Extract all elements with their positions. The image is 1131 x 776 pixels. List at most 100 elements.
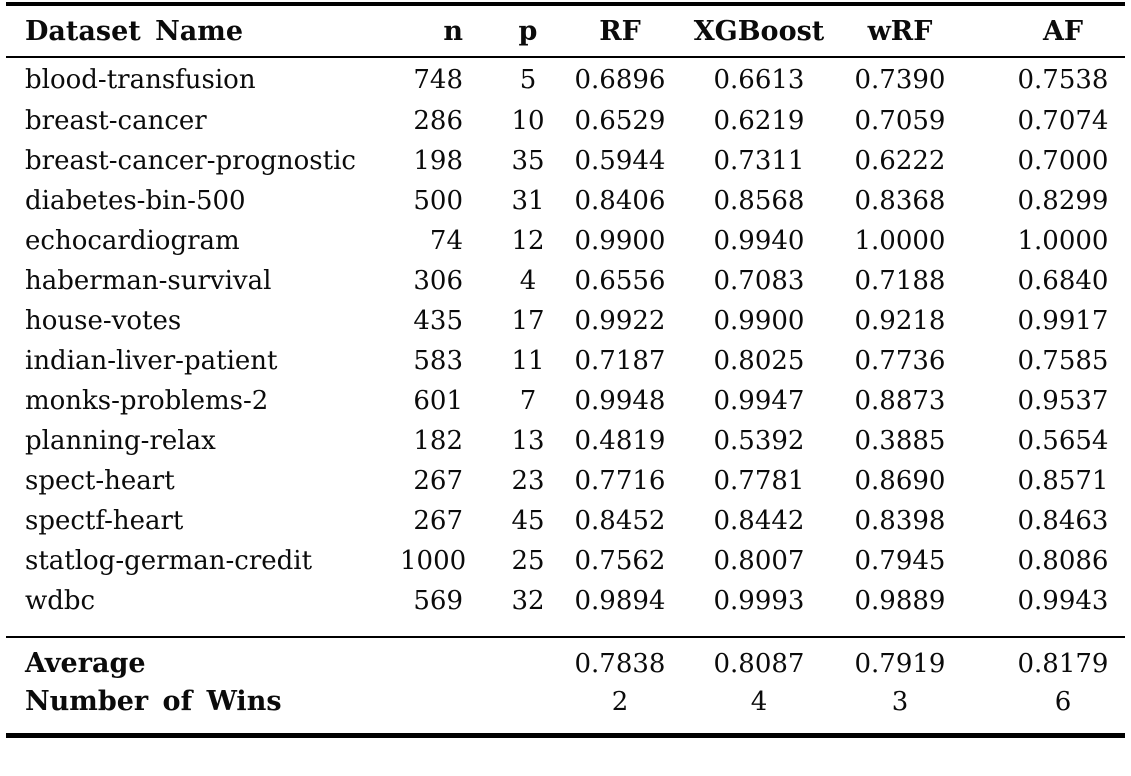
af-score-cell: 0.7538 xyxy=(1017,64,1109,95)
p-cell: 12 xyxy=(511,226,545,256)
dataset-name-cell: house-votes xyxy=(25,306,182,336)
dataset-name-cell: wdbc xyxy=(25,585,96,616)
wins-af-cell: 6 xyxy=(1054,686,1072,717)
rf-score-cell: 0.6556 xyxy=(574,266,666,296)
rf-score-cell: 0.7716 xyxy=(574,466,666,496)
average-rf-cell: 0.7838 xyxy=(574,648,666,679)
af-score-cell: 0.7000 xyxy=(1017,146,1109,176)
xgboost-score-cell: 0.7083 xyxy=(713,266,805,296)
xgboost-score-cell: 0.7311 xyxy=(713,146,805,176)
p-cell: 35 xyxy=(511,146,545,176)
wrf-score-cell: 0.7945 xyxy=(854,546,946,576)
table-row: spectf-heart 267 45 0.8452 0.8442 0.8398… xyxy=(6,501,1125,541)
empty-cell xyxy=(400,637,463,683)
n-cell: 306 xyxy=(413,266,463,296)
n-cell: 74 xyxy=(429,226,463,256)
col-header-xgboost: XGBoost xyxy=(687,4,831,58)
rf-score-cell: 0.6529 xyxy=(574,106,666,136)
rf-score-cell: 0.9900 xyxy=(574,226,666,256)
xgboost-score-cell: 0.7781 xyxy=(713,466,805,496)
af-score-cell: 0.8463 xyxy=(1017,506,1109,536)
n-cell: 435 xyxy=(413,306,463,336)
number-of-wins-label: Number of Wins xyxy=(25,686,282,718)
dataset-name-cell: breast-cancer-prognostic xyxy=(25,146,356,176)
rf-score-cell: 0.8406 xyxy=(574,186,666,216)
table-row: haberman-survival 306 4 0.6556 0.7083 0.… xyxy=(6,261,1125,301)
rf-score-cell: 0.8452 xyxy=(574,506,666,536)
af-score-cell: 0.8571 xyxy=(1017,466,1109,496)
dataset-name-cell: diabetes-bin-500 xyxy=(25,186,246,216)
average-wrf-cell: 0.7919 xyxy=(854,648,946,679)
xgboost-score-cell: 0.8568 xyxy=(713,186,805,216)
n-cell: 182 xyxy=(413,426,463,456)
table-summary: Average 0.7838 0.8087 0.7919 0.8179 Numb… xyxy=(6,637,1125,735)
wrf-score-cell: 0.3885 xyxy=(854,426,946,456)
dataset-name-cell: indian-liver-patient xyxy=(25,346,278,376)
dataset-name-cell: spectf-heart xyxy=(25,506,184,536)
dataset-name-cell: haberman-survival xyxy=(25,266,272,296)
xgboost-score-cell: 0.9947 xyxy=(713,386,805,416)
n-cell: 601 xyxy=(413,386,463,416)
n-cell: 583 xyxy=(413,346,463,376)
col-header-n: n xyxy=(400,4,463,58)
table-row: statlog-german-credit 1000 25 0.7562 0.8… xyxy=(6,541,1125,581)
header-row: Dataset Name n p RF XGBoost wRF AF xyxy=(6,4,1125,58)
table-row: blood-transfusion 748 5 0.6896 0.6613 0.… xyxy=(6,57,1125,101)
wrf-score-cell: 0.8368 xyxy=(854,186,946,216)
wrf-score-cell: 1.0000 xyxy=(854,226,946,256)
xgboost-score-cell: 0.8442 xyxy=(713,506,805,536)
xgboost-score-cell: 0.9940 xyxy=(713,226,805,256)
af-score-cell: 0.7074 xyxy=(1017,106,1109,136)
dataset-name-cell: statlog-german-credit xyxy=(25,546,313,576)
wins-rf-cell: 2 xyxy=(611,686,629,717)
wrf-score-cell: 0.7390 xyxy=(854,64,946,95)
n-cell: 500 xyxy=(413,186,463,216)
dataset-name-cell: echocardiogram xyxy=(25,226,240,256)
xgboost-score-cell: 0.9900 xyxy=(713,306,805,336)
p-cell: 5 xyxy=(519,64,537,95)
average-af-cell: 0.8179 xyxy=(1017,648,1109,679)
wrf-score-cell: 0.8398 xyxy=(854,506,946,536)
col-header-dataset-name: Dataset Name xyxy=(6,4,400,58)
p-cell: 10 xyxy=(511,106,545,136)
average-label: Average xyxy=(25,648,146,679)
p-cell: 25 xyxy=(511,546,545,576)
average-xgboost-cell: 0.8087 xyxy=(713,648,805,679)
empty-cell xyxy=(463,637,553,683)
p-cell: 23 xyxy=(511,466,545,496)
af-score-cell: 0.8299 xyxy=(1017,186,1109,216)
xgboost-score-cell: 0.5392 xyxy=(713,426,805,456)
rf-score-cell: 0.4819 xyxy=(574,426,666,456)
dataset-name-cell: spect-heart xyxy=(25,466,175,496)
af-score-cell: 0.9537 xyxy=(1017,386,1109,416)
table-header: Dataset Name n p RF XGBoost wRF AF xyxy=(6,4,1125,58)
rf-score-cell: 0.5944 xyxy=(574,146,666,176)
rf-score-cell: 0.7187 xyxy=(574,346,666,376)
table-row: diabetes-bin-500 500 31 0.8406 0.8568 0.… xyxy=(6,181,1125,221)
xgboost-score-cell: 0.6219 xyxy=(713,106,805,136)
wrf-score-cell: 0.9889 xyxy=(854,585,946,616)
p-cell: 45 xyxy=(511,506,545,536)
table-row: house-votes 435 17 0.9922 0.9900 0.9218 … xyxy=(6,301,1125,341)
wrf-score-cell: 0.8690 xyxy=(854,466,946,496)
n-cell: 569 xyxy=(413,585,463,616)
rf-score-cell: 0.6896 xyxy=(574,64,666,95)
empty-cell xyxy=(400,683,463,735)
n-cell: 1000 xyxy=(400,546,467,576)
wins-wrf-cell: 3 xyxy=(891,686,909,717)
table-row: echocardiogram 74 12 0.9900 0.9940 1.000… xyxy=(6,221,1125,261)
table-row: indian-liver-patient 583 11 0.7187 0.802… xyxy=(6,341,1125,381)
af-score-cell: 0.9943 xyxy=(1017,585,1109,616)
wrf-score-cell: 0.8873 xyxy=(854,386,946,416)
af-score-cell: 0.6840 xyxy=(1017,266,1109,296)
table-row: monks-problems-2 601 7 0.9948 0.9947 0.8… xyxy=(6,381,1125,421)
rf-score-cell: 0.7562 xyxy=(574,546,666,576)
empty-cell xyxy=(463,683,553,735)
p-cell: 4 xyxy=(519,266,537,296)
p-cell: 31 xyxy=(511,186,545,216)
p-cell: 32 xyxy=(511,585,545,616)
n-cell: 267 xyxy=(413,466,463,496)
n-cell: 267 xyxy=(413,506,463,536)
af-score-cell: 0.5654 xyxy=(1017,426,1109,456)
table-row: spect-heart 267 23 0.7716 0.7781 0.8690 … xyxy=(6,461,1125,501)
